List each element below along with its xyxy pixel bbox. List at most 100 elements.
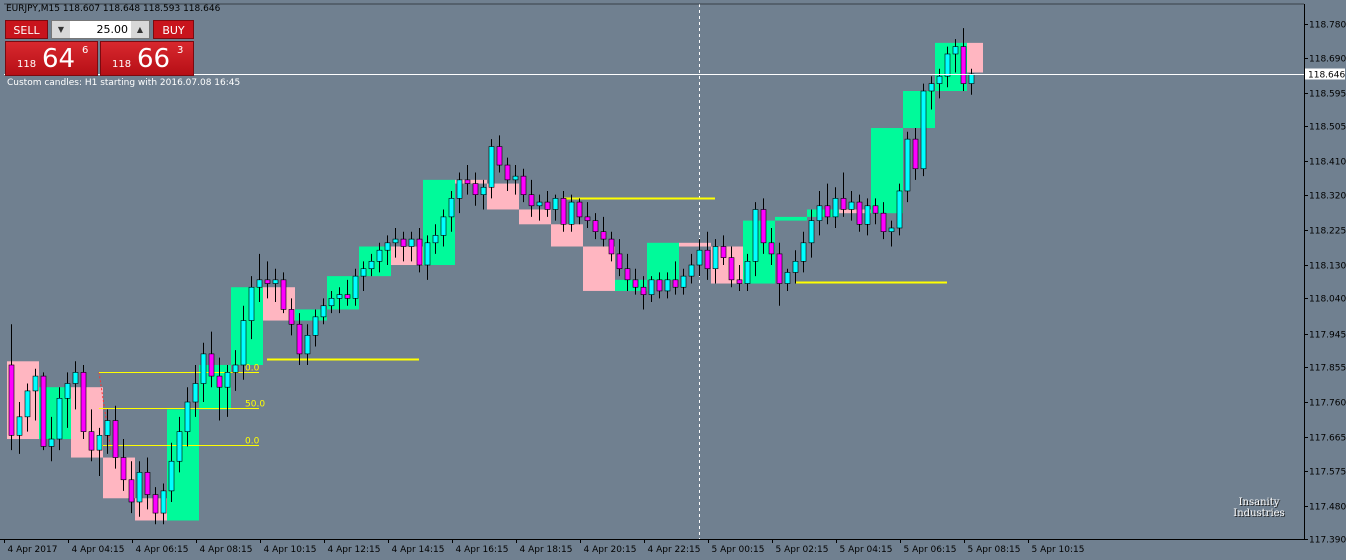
h1-bull-block [231,287,263,365]
bull-candle [536,201,543,207]
y-tick-label: 118.130 [1309,262,1346,272]
bull-candle [184,401,191,432]
bull-candle [376,249,383,262]
bull-candle [696,249,703,266]
bull-candle [648,279,655,295]
x-tick-label: 5 Apr 08:15 [968,545,1021,555]
y-tick-label: 117.575 [1309,468,1346,478]
x-tick-label: 4 Apr 14:15 [392,545,445,555]
x-tick-label: 5 Apr 02:15 [776,545,829,555]
bear-candle [616,253,623,270]
bear-candle [216,375,223,388]
y-tick-label: 118.780 [1309,21,1346,31]
symbol-title: EURJPY,M15 118.607 118.648 118.593 118.6… [6,4,221,14]
bear-candle [576,201,583,218]
bull-candle [104,420,111,436]
h1-bear-block [391,246,423,266]
bear-candle [112,420,119,458]
bear-candle [208,353,215,377]
y-tick-label: 117.665 [1309,434,1346,444]
bear-candle [472,183,479,195]
x-tick-label: 4 Apr 18:15 [520,545,573,555]
bear-candle [144,472,151,495]
bear-candle [280,279,287,310]
lot-size-input[interactable] [72,21,128,38]
bull-candle [424,242,431,266]
bull-candle [440,216,447,236]
bull-candle [952,46,959,55]
insanity-industries-logo: Insanity Industries [1228,497,1290,527]
h1-bull-block [807,209,839,217]
sell-button[interactable]: SELL [5,20,48,39]
bear-candle [88,431,95,451]
watermark-line-1: Insanity [1238,497,1280,508]
bull-candle [408,238,415,247]
bear-candle [592,220,599,232]
x-tick-label: 4 Apr 20:15 [584,545,637,555]
buy-price-big: 118 [112,59,132,70]
bull-candle [320,305,327,318]
bear-candle [528,194,535,207]
h1-bull-block [295,309,327,321]
bull-candle [800,242,807,262]
y-tick-label: 118.595 [1309,90,1346,100]
y-tick-label: 118.040 [1309,295,1346,305]
bull-candle [64,383,71,399]
buy-button[interactable]: BUY [153,20,194,39]
triangle-down-icon[interactable]: ▼ [52,21,70,38]
buy-price-pip: 3 [177,45,184,56]
bull-candle [832,198,839,218]
buy-price-button[interactable]: 118 66 3 [100,41,194,76]
bull-candle [480,186,487,195]
bear-candle [544,201,551,210]
bull-candle [136,472,143,503]
bull-candle [48,438,55,447]
bull-candle [944,53,951,77]
bull-candle [936,75,943,84]
bull-candle [72,372,79,384]
bear-candle [880,212,887,232]
fibo-trendline [98,372,112,451]
bull-candle [808,220,815,244]
bull-candle [168,460,175,492]
bull-candle [904,138,911,192]
x-tick-label: 5 Apr 04:15 [840,545,893,555]
x-tick-label: 5 Apr 10:15 [1032,545,1085,555]
bear-candle [520,175,527,195]
bear-candle [584,216,591,221]
h1-bear-block [551,224,583,247]
bull-candle [352,275,359,299]
level-line-layer [267,4,947,539]
triangle-up-icon[interactable]: ▲ [131,21,149,38]
bull-candle [360,268,367,277]
bear-candle [288,309,295,325]
x-tick-label: 4 Apr 2017 [8,545,58,555]
bull-candle [456,179,463,199]
bull-candle [56,398,63,440]
axes-layer: 118.780 118.690 118.595 118.505 118.410 118.3… [0,3,1346,555]
bull-candle [176,431,183,462]
bull-candle [920,90,927,170]
bull-candle [448,198,455,218]
buy-price-main: 66 [137,44,171,74]
bull-candle [744,261,751,284]
y-tick-label: 117.390 [1309,536,1346,546]
bear-candle [872,205,879,214]
bull-candle [200,353,207,384]
y-tick-label: 117.855 [1309,364,1346,374]
fibo-level-label: 50.0 [245,400,265,410]
sell-price-pip: 6 [82,45,89,56]
current-price-tag [1305,68,1345,80]
bull-candle [432,235,439,244]
bear-candle [40,375,47,447]
bear-candle [720,246,727,258]
bear-candle [776,253,783,284]
h1-bull-block [775,216,807,221]
bull-candle [328,298,335,307]
bear-candle [496,146,503,166]
h1-bear-block [967,42,983,73]
sell-price-button[interactable]: 118 64 6 [5,41,98,76]
y-tick-label: 118.505 [1309,123,1346,133]
